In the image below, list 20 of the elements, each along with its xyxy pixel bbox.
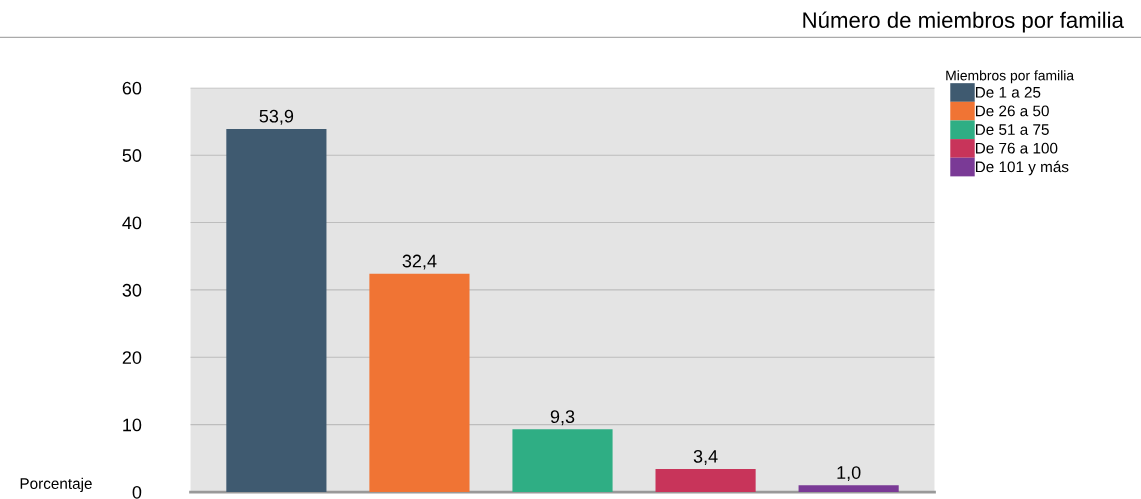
y-tick-label: 50 xyxy=(122,149,142,162)
data-label: 9,3 xyxy=(550,410,575,426)
data-label: 32,4 xyxy=(402,254,437,270)
legend-label: De 51 a 75 xyxy=(975,124,1049,135)
legend-label: De 76 a 100 xyxy=(975,142,1058,154)
data-label: 53,9 xyxy=(259,109,294,125)
legend-label: De 26 a 50 xyxy=(975,105,1049,117)
y-tick-label: 0 xyxy=(132,485,142,499)
data-label: 1,0 xyxy=(837,466,861,482)
legend-label: De 1 a 25 xyxy=(975,86,1041,98)
legend-title: Miembros por familia xyxy=(946,70,1075,84)
y-tick-label: 20 xyxy=(122,351,142,364)
y-axis-title: Porcentaje xyxy=(20,477,92,493)
y-tick-label: 30 xyxy=(122,283,142,297)
y-tick-label: 40 xyxy=(122,216,142,230)
y-tick-label: 60 xyxy=(122,81,142,95)
y-tick-label: 10 xyxy=(123,418,142,432)
legend-label: De 101 y más xyxy=(975,160,1069,176)
data-label: 3,4 xyxy=(693,449,718,465)
chart-title: Número de miembros por familia xyxy=(803,11,1124,33)
